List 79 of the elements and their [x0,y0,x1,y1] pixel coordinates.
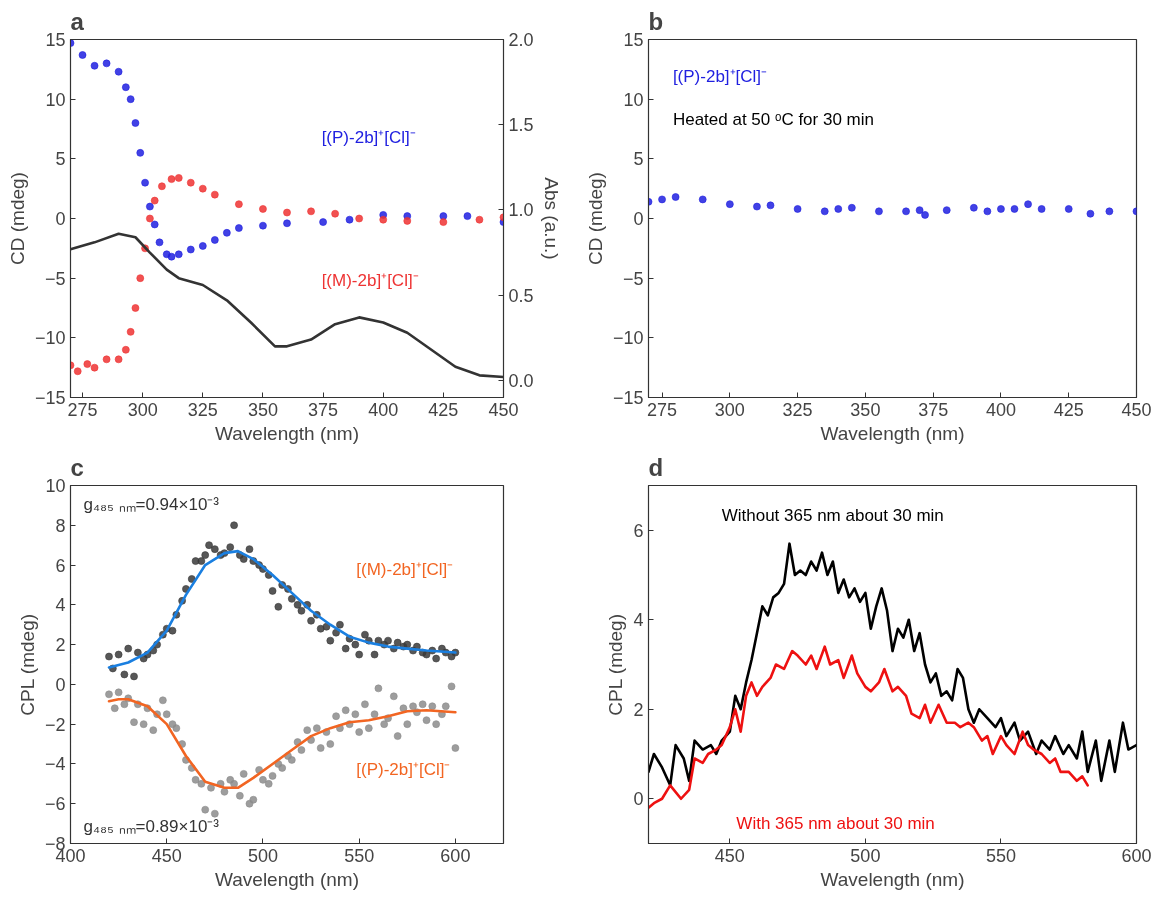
y-tick-label: 8 [55,515,66,536]
chart-title: a [70,7,85,35]
y2-tick-label: 1.5 [508,115,534,136]
y-tick-label: 0 [633,209,644,229]
y-tick-label: −4 [44,754,66,775]
y-tick-label: −10 [612,328,644,349]
annotation: Without 365 nm about 30 min [721,505,944,525]
x-axis-title: Wavelength (nm) [820,868,965,890]
y-tick-label: −10 [34,328,66,349]
y-tick-label: 4 [55,595,66,616]
y2-tick-label: 2.0 [508,30,534,50]
annotation: [(M)-2b]⁺[Cl]⁻ [356,559,454,579]
x-tick-label: 425 [428,399,459,420]
x-tick-label: 300 [127,399,158,420]
y-tick-label: 4 [633,610,644,631]
chart-title: c [70,453,84,481]
y-tick-label: −2 [44,714,66,735]
y-tick-label: 0 [633,789,644,810]
x-tick-label: 450 [714,845,745,866]
chart-title: b [648,7,664,35]
y-tick-label: 15 [45,30,66,50]
x-tick-label: 375 [918,399,949,420]
y-tick-label: 10 [45,476,66,496]
y-tick-label: −6 [44,794,66,815]
x-tick-label: 350 [247,399,278,420]
y-tick-label: −5 [622,268,644,289]
x-tick-label: 375 [308,399,339,420]
y-tick-label: 2 [633,699,644,720]
y-tick-label: 6 [633,520,644,541]
y-axis-title: CD (mdeg) [6,172,28,265]
annotation: [(M)-2b]⁺[Cl]⁻ [321,271,419,291]
x-tick-label: 550 [344,845,375,866]
y-axis-title: CPL (mdeg) [605,613,627,716]
y-tick-label: −15 [612,388,644,408]
x-tick-label: 350 [850,399,881,420]
y-tick-label: −5 [44,268,66,289]
y2-tick-label: 1.0 [508,200,534,221]
x-tick-label: 600 [440,845,471,866]
x-tick-label: 450 [1121,399,1152,420]
y-tick-label: 2 [55,635,66,656]
annotation: g₄₈₅ ₙₘ=0.94×10⁻³ [83,495,220,515]
y-axis-title: CD (mdeg) [584,172,606,265]
y2-tick-label: 0.0 [508,370,534,391]
y-tick-label: −15 [34,388,66,408]
chart-title: d [648,453,664,481]
x-tick-label: 600 [1121,845,1152,866]
y2-axis-title: Abs (a.u.) [540,177,562,260]
y-tick-label: 0 [55,209,66,229]
x-axis-title: Wavelength (nm) [820,422,965,444]
x-tick-label: 325 [782,399,813,420]
x-tick-label: 550 [985,845,1016,866]
x-axis-title: Wavelength (nm) [215,868,359,890]
x-tick-label: 400 [985,399,1016,420]
annotation: Heated at 50 ᵒC for 30 min [672,110,874,129]
annotation: g₄₈₅ ₙₘ=0.89×10⁻³ [83,817,220,837]
y-tick-label: 10 [45,89,66,110]
annotation: [(P)-2b]⁺[Cl]⁻ [672,67,768,87]
x-tick-label: 500 [850,845,881,866]
x-tick-label: 400 [368,399,399,420]
x-tick-label: 500 [247,845,278,866]
annotation: With 365 nm about 30 min [736,813,935,833]
x-axis-title: Wavelength (nm) [215,422,359,444]
y-tick-label: 0 [55,674,66,695]
annotation: [(P)-2b]⁺[Cl]⁻ [321,127,416,147]
y-tick-label: 10 [623,89,644,110]
annotation: [(P)-2b]⁺[Cl]⁻ [356,760,451,780]
x-tick-label: 275 [67,399,98,420]
x-tick-label: 450 [488,399,519,420]
x-tick-label: 300 [714,399,745,420]
x-tick-label: 275 [647,399,678,420]
y-tick-label: 6 [55,555,66,576]
y-axis-title: CPL (mdeg) [16,613,38,716]
y-tick-label: 15 [623,30,644,50]
x-tick-label: 450 [151,845,182,866]
y-tick-label: 5 [633,149,644,170]
y-tick-label: 5 [55,149,66,170]
y2-tick-label: 0.5 [508,285,534,306]
x-tick-label: 325 [187,399,218,420]
x-tick-label: 425 [1053,399,1084,420]
